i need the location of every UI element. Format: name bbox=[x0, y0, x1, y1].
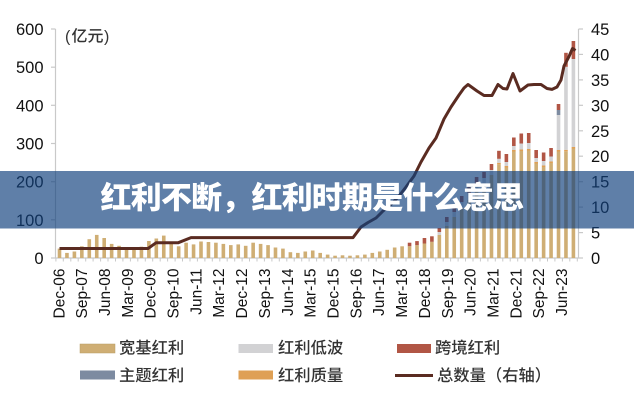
svg-text:Dec-06: Dec-06 bbox=[51, 269, 68, 319]
svg-text:Mar-21: Mar-21 bbox=[486, 269, 503, 318]
svg-text:20: 20 bbox=[591, 148, 609, 166]
svg-text:0: 0 bbox=[34, 250, 43, 268]
svg-text:Sep-07: Sep-07 bbox=[74, 269, 91, 319]
svg-text:Jun-23: Jun-23 bbox=[554, 269, 571, 316]
svg-text:Jun-11: Jun-11 bbox=[188, 269, 205, 315]
svg-text:300: 300 bbox=[16, 136, 44, 154]
svg-text:Dec-09: Dec-09 bbox=[143, 269, 160, 319]
svg-text:Dec-12: Dec-12 bbox=[234, 269, 251, 319]
svg-text:Mar-15: Mar-15 bbox=[303, 269, 320, 318]
svg-text:45: 45 bbox=[591, 21, 609, 39]
svg-text:Dec-21: Dec-21 bbox=[508, 269, 525, 319]
svg-text:Jun-17: Jun-17 bbox=[371, 269, 388, 316]
svg-text:(: ( bbox=[65, 29, 71, 46]
svg-text:600: 600 bbox=[16, 21, 44, 39]
svg-text:Jun-14: Jun-14 bbox=[280, 268, 297, 316]
svg-text:35: 35 bbox=[591, 72, 609, 90]
svg-text:Mar-09: Mar-09 bbox=[120, 269, 137, 318]
svg-text:Sep-16: Sep-16 bbox=[348, 269, 365, 319]
svg-text:): ) bbox=[104, 29, 109, 46]
svg-text:5: 5 bbox=[591, 225, 600, 243]
svg-text:Sep-22: Sep-22 bbox=[531, 269, 548, 319]
svg-text:Mar-18: Mar-18 bbox=[394, 269, 411, 318]
svg-text:Jun-20: Jun-20 bbox=[463, 268, 480, 316]
svg-text:0: 0 bbox=[591, 250, 600, 268]
svg-text:Sep-13: Sep-13 bbox=[257, 269, 274, 319]
svg-text:30: 30 bbox=[591, 97, 609, 115]
svg-text:Dec-18: Dec-18 bbox=[417, 269, 434, 319]
svg-text:Dec-15: Dec-15 bbox=[326, 269, 343, 319]
svg-text:Mar-12: Mar-12 bbox=[211, 269, 228, 318]
svg-text:400: 400 bbox=[16, 97, 44, 115]
svg-text:40: 40 bbox=[591, 46, 609, 64]
svg-text:Sep-19: Sep-19 bbox=[440, 269, 457, 319]
svg-text:Jun-08: Jun-08 bbox=[97, 269, 114, 316]
svg-text:25: 25 bbox=[591, 123, 609, 141]
svg-text:500: 500 bbox=[16, 59, 44, 77]
svg-text:Sep-10: Sep-10 bbox=[166, 268, 183, 318]
